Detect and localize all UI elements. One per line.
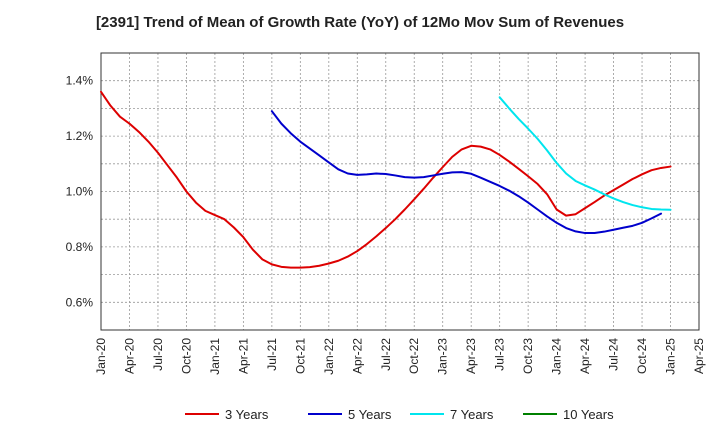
legend-label: 10 Years <box>563 407 614 422</box>
legend-label: 5 Years <box>348 407 392 422</box>
x-tick-label: Apr-20 <box>122 338 136 374</box>
x-tick-label: Apr-22 <box>350 338 364 374</box>
y-tick-label: 0.6% <box>66 295 94 309</box>
x-tick-label: Jan-20 <box>94 338 108 375</box>
plot-area <box>100 52 700 331</box>
y-tick-label: 1.0% <box>66 185 94 199</box>
x-tick-label: Jan-24 <box>550 338 564 375</box>
x-tick-label: Jul-23 <box>493 338 507 371</box>
x-tick-label: Jul-21 <box>265 338 279 371</box>
x-tick-label: Jan-23 <box>436 338 450 375</box>
x-tick-label: Apr-23 <box>464 338 478 374</box>
x-tick-label: Oct-24 <box>635 338 649 374</box>
x-tick-label: Oct-20 <box>179 338 193 374</box>
y-tick-label: 1.4% <box>66 74 94 88</box>
x-tick-label: Jan-25 <box>664 338 678 375</box>
y-tick-label: 0.8% <box>66 240 94 254</box>
x-tick-label: Jul-24 <box>607 338 621 371</box>
x-tick-label: Jul-20 <box>151 338 165 371</box>
y-axis: 0.6% 0.8% 1.0% 1.2% 1.4% <box>66 74 94 310</box>
y-tick-label: 1.2% <box>66 129 94 143</box>
series-line-3-years <box>100 90 672 269</box>
series-line-7-years <box>498 96 672 211</box>
x-tick-label: Apr-24 <box>578 338 592 374</box>
legend: 3 Years 5 Years 7 Years 10 Years <box>185 407 614 422</box>
x-tick-label: Apr-21 <box>236 338 250 374</box>
x-tick-label: Oct-21 <box>293 338 307 374</box>
x-tick-label: Jul-22 <box>379 338 393 371</box>
x-tick-label: Oct-23 <box>521 338 535 374</box>
series-lines <box>100 90 672 269</box>
series-line-5-years <box>270 110 663 235</box>
legend-label: 3 Years <box>225 407 269 422</box>
x-tick-label: Oct-22 <box>407 338 421 374</box>
x-axis: Jan-20 Apr-20 Jul-20 Oct-20 Jan-21 Apr-21 Jul-… <box>94 338 706 375</box>
chart-title: [2391] Trend of Mean of Growth Rate (YoY… <box>95 14 625 31</box>
x-tick-label: Apr-25 <box>692 338 706 374</box>
x-tick-label: Jan-21 <box>208 338 222 375</box>
legend-label: 7 Years <box>450 407 494 422</box>
x-tick-label: Jan-22 <box>322 338 336 375</box>
